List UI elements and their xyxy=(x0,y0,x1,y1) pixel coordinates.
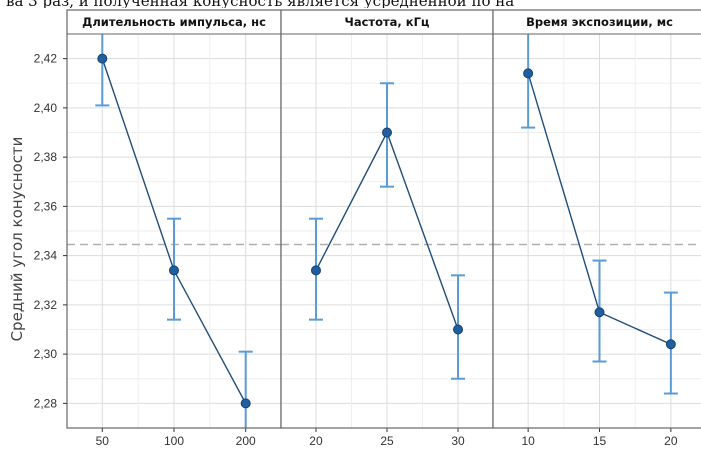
panel-title: Длительность импульса, нс xyxy=(82,15,266,29)
x-tick-label: 30 xyxy=(451,434,465,448)
data-point xyxy=(97,53,108,64)
y-tick-label: 2,30 xyxy=(34,347,58,361)
x-tick-label: 20 xyxy=(664,434,678,448)
y-tick-label: 2,32 xyxy=(34,298,58,312)
data-point xyxy=(523,68,534,79)
x-tick-label: 200 xyxy=(236,434,256,448)
data-point xyxy=(382,127,392,138)
data-point xyxy=(240,398,251,409)
x-tick-label: 50 xyxy=(96,434,110,448)
panel-title: Время экспозиции, мс xyxy=(526,15,673,29)
data-point xyxy=(594,307,605,318)
y-tick-label: 2,34 xyxy=(34,249,58,263)
x-tick-label: 100 xyxy=(164,434,184,448)
y-tick-label: 2,38 xyxy=(34,150,58,164)
y-tick-label: 2,28 xyxy=(34,396,58,410)
cropped-document-text: ва 3 раз, и полученная конусность являет… xyxy=(0,0,701,8)
data-point xyxy=(169,265,179,276)
panel-title: Частота, кГц xyxy=(345,15,430,29)
y-tick-label: 2,36 xyxy=(34,199,58,213)
panel-strip xyxy=(67,10,281,34)
data-point xyxy=(453,324,464,335)
y-tick-label: 2,40 xyxy=(34,101,58,115)
x-tick-label: 25 xyxy=(380,434,394,448)
x-tick-label: 20 xyxy=(309,434,323,448)
x-tick-label: 15 xyxy=(593,434,607,448)
panel-strip xyxy=(281,10,493,34)
y-tick-label: 2,42 xyxy=(34,52,58,66)
x-tick-label: 10 xyxy=(521,434,535,448)
data-point xyxy=(665,339,676,350)
data-point xyxy=(310,265,321,276)
panel-strip xyxy=(493,10,701,34)
panel-border xyxy=(492,9,701,429)
y-axis-label: Средний угол конусности xyxy=(8,137,26,342)
